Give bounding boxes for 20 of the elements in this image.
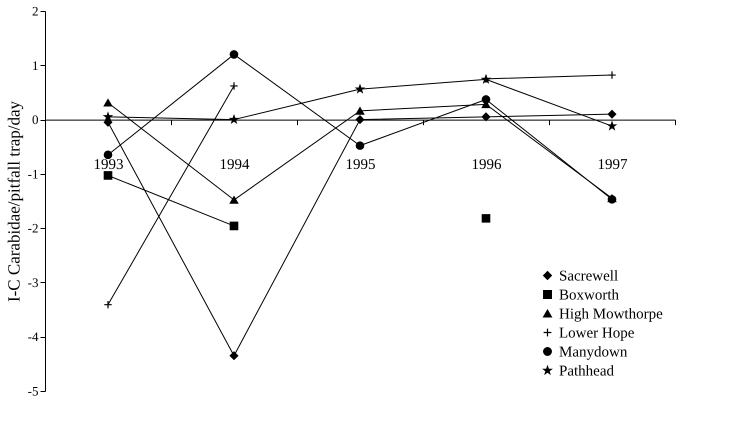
y-tick-label: -5 [28,384,38,398]
y-tick-label: -1 [28,166,38,182]
y-tick-label: 1 [32,58,38,73]
y-tick-label: 0 [32,112,38,128]
legend-label: High Mowthorpe [559,306,664,322]
x-tick-label: 1997 [598,157,628,174]
y-tick-label: -2 [28,220,38,236]
legend-label: Manydown [559,344,628,360]
y-axis-title: I-C Carabidae/pitfall trap/day [4,100,24,302]
legend-label: Lower Hope [559,326,635,342]
x-tick-label: 1993 [94,157,124,174]
legend-label: Sacrewell [559,268,618,284]
y-tick-label: -3 [28,274,38,290]
x-tick-label: 1994 [220,157,250,174]
x-tick-label: 1996 [472,157,502,174]
x-tick-label: 1995 [346,157,376,174]
legend-label: Pathhead [559,364,614,380]
legend-label: Boxworth [559,288,620,304]
y-tick-label: 2 [32,4,38,18]
y-tick-label: -4 [28,329,39,344]
